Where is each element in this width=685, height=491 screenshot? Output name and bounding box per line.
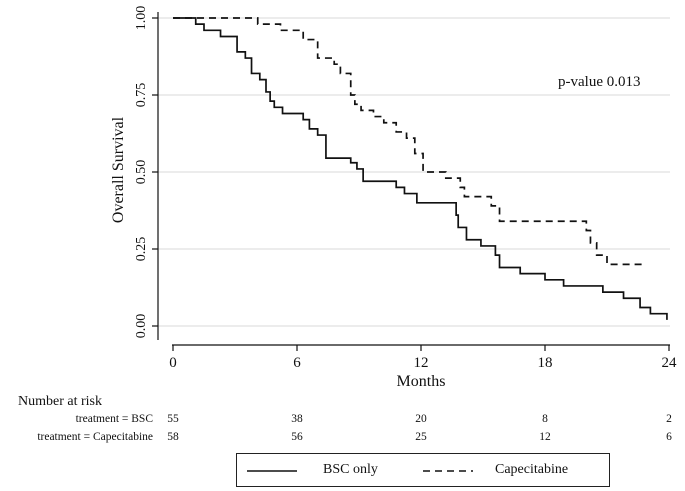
risk-value: 12 — [539, 431, 551, 443]
y-axis-label: Overall Survival — [110, 116, 127, 223]
grid-lines — [158, 17, 670, 327]
risk-row-label: treatment = BSC — [75, 413, 153, 425]
risk-table-title: Number at risk — [18, 394, 102, 409]
risk-value: 6 — [666, 431, 672, 443]
risk-value: 20 — [415, 413, 427, 425]
risk-value: 38 — [291, 413, 303, 425]
risk-value: 56 — [291, 431, 303, 443]
risk-value: 58 — [167, 431, 179, 443]
legend-label-bsc: BSC only — [323, 462, 378, 477]
risk-value: 25 — [415, 431, 427, 443]
x-axis-label: Months — [397, 373, 446, 390]
risk-row-label: treatment = Capecitabine — [37, 431, 153, 443]
legend-label-capecitabine: Capecitabine — [495, 462, 569, 477]
y-tick-label: 0.25 — [134, 237, 149, 262]
x-tick-label: 18 — [538, 355, 553, 371]
x-tick-label: 0 — [169, 355, 177, 371]
x-tick-label: 6 — [293, 355, 301, 371]
survival-curves — [173, 17, 668, 320]
curve-capecitabine — [173, 17, 645, 266]
axes — [157, 12, 670, 346]
x-tick-label: 24 — [662, 355, 678, 371]
x-ticks: 0 6 12 18 24 — [169, 345, 677, 371]
legend-swatches — [247, 470, 473, 472]
y-tick-label: 0.50 — [134, 160, 149, 185]
risk-value: 2 — [666, 413, 672, 425]
legend: BSC only Capecitabine — [236, 453, 610, 487]
risk-value: 55 — [167, 413, 179, 425]
y-tick-label: 0.00 — [134, 314, 149, 339]
y-tick-label: 0.75 — [134, 83, 149, 108]
y-tick-label: 1.00 — [134, 6, 149, 31]
curve-bsc-only — [173, 17, 668, 320]
annotation-text: p-value 0.013 — [558, 74, 640, 90]
y-ticks: 0.00 0.25 0.50 0.75 1.00 — [134, 6, 158, 339]
x-tick-label: 12 — [414, 355, 429, 371]
risk-value: 8 — [542, 413, 548, 425]
